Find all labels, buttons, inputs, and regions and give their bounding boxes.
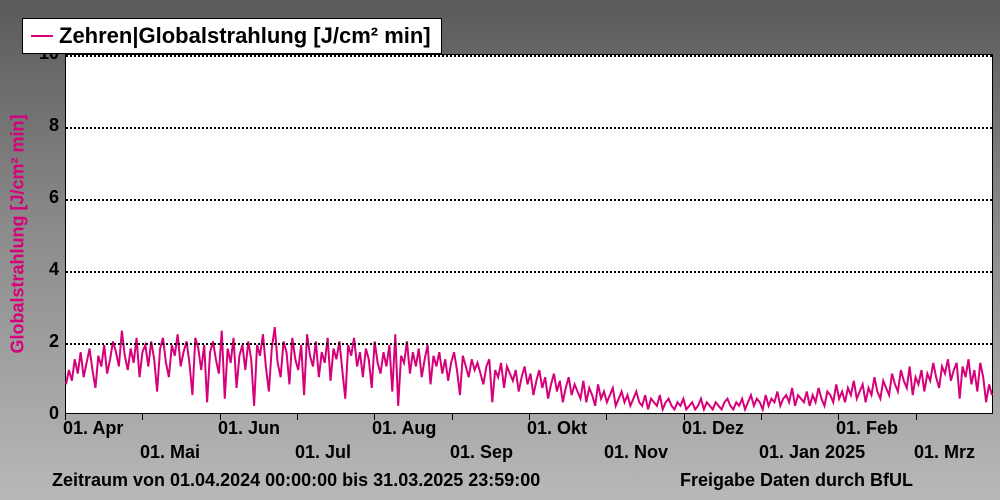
x-tick-label: 01. Nov (604, 442, 668, 463)
plot-area (65, 54, 993, 414)
y-tick-label: 2 (35, 331, 59, 352)
grid-line (66, 127, 992, 129)
y-axis-label: Globalstrahlung [J/cm² min] (8, 114, 29, 353)
y-tick-label: 8 (35, 115, 59, 136)
x-tick-mark (606, 414, 607, 420)
data-line (66, 55, 992, 413)
footer-release: Freigabe Daten durch BfUL (680, 470, 913, 491)
x-tick-mark (65, 414, 66, 420)
x-tick-label: 01. Apr (63, 418, 123, 439)
grid-line (66, 199, 992, 201)
y-tick-label: 4 (35, 259, 59, 280)
x-tick-label: 01. Dez (682, 418, 744, 439)
grid-line (66, 343, 992, 345)
x-tick-label: 01. Aug (372, 418, 436, 439)
x-tick-mark (220, 414, 221, 420)
x-tick-label: 01. Jun (218, 418, 280, 439)
legend-label: Zehren|Globalstrahlung [J/cm² min] (59, 23, 431, 49)
x-tick-label: 01. Mrz (914, 442, 975, 463)
legend-swatch (31, 35, 53, 37)
x-tick-label: 01. Okt (527, 418, 587, 439)
x-tick-mark (297, 414, 298, 420)
x-tick-mark (529, 414, 530, 420)
x-tick-mark (916, 414, 917, 420)
legend: Zehren|Globalstrahlung [J/cm² min] (22, 18, 442, 54)
x-tick-label: 01. Sep (450, 442, 513, 463)
x-tick-label: 01. Jan 2025 (759, 442, 865, 463)
x-tick-mark (142, 414, 143, 420)
x-tick-label: 01. Mai (140, 442, 200, 463)
grid-line (66, 55, 992, 57)
x-tick-mark (761, 414, 762, 420)
x-tick-mark (452, 414, 453, 420)
x-tick-mark (684, 414, 685, 420)
x-tick-label: 01. Jul (295, 442, 351, 463)
x-tick-mark (838, 414, 839, 420)
y-tick-label: 0 (35, 403, 59, 424)
series-line (66, 327, 992, 409)
x-tick-label: 01. Feb (836, 418, 898, 439)
footer-period: Zeitraum von 01.04.2024 00:00:00 bis 31.… (52, 470, 540, 491)
y-tick-label: 6 (35, 187, 59, 208)
x-tick-mark (374, 414, 375, 420)
grid-line (66, 271, 992, 273)
